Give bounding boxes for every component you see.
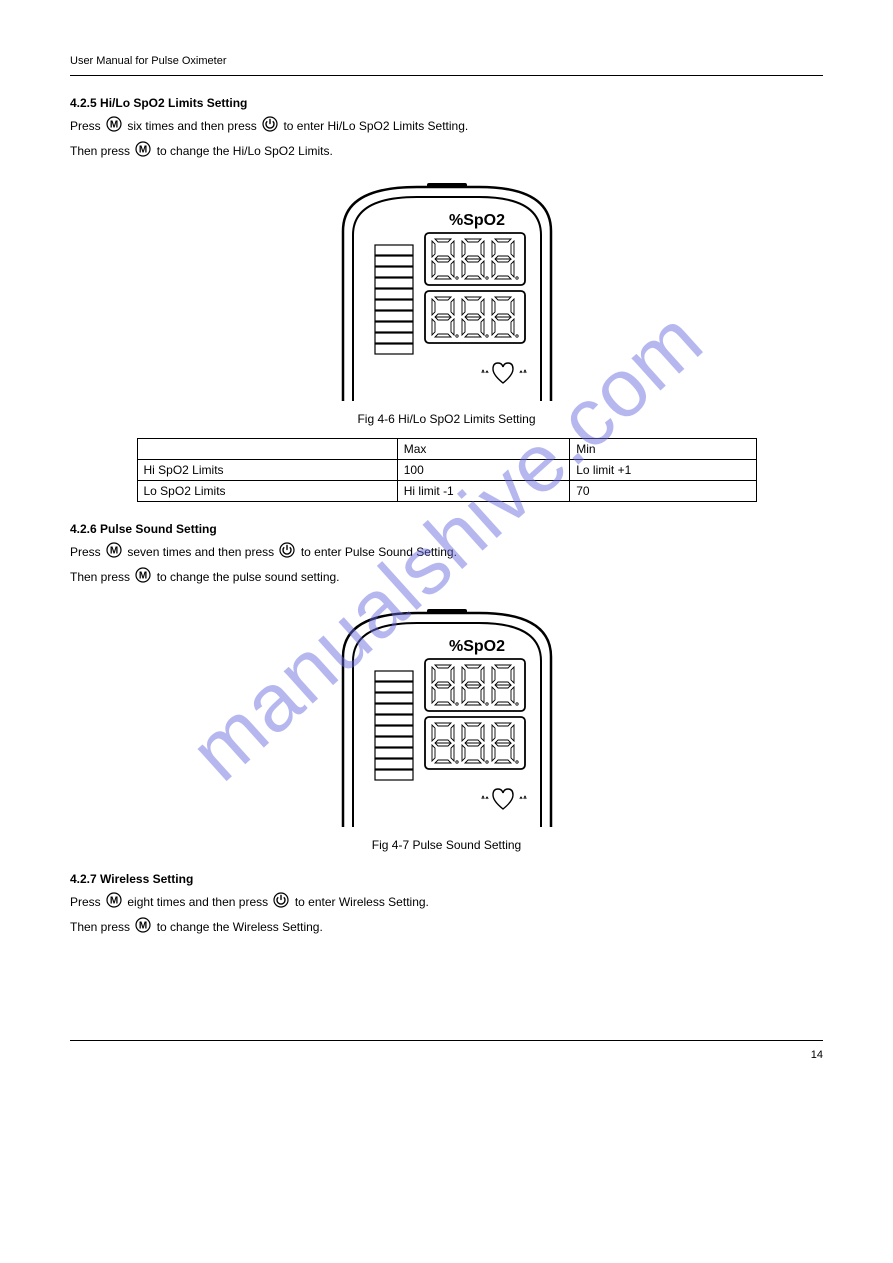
table-cell: 70 xyxy=(570,480,756,501)
seven-seg-row1 xyxy=(432,239,518,279)
heart-pulse-icon xyxy=(482,363,526,383)
m-button-icon: M xyxy=(135,141,151,162)
table-row: Hi SpO2 Limits 100 Lo limit +1 xyxy=(137,459,756,480)
power-button-icon xyxy=(273,892,289,913)
figure-spo2-limits: %SpO2 xyxy=(70,173,823,406)
m-button-icon: M xyxy=(135,917,151,938)
svg-text:M: M xyxy=(110,120,118,131)
text-fragment: Press xyxy=(70,545,101,559)
spo2-para2: Then press M to change the Hi/Lo SpO2 Li… xyxy=(70,141,823,162)
svg-text:M: M xyxy=(110,895,118,906)
text-fragment: Then press xyxy=(70,920,130,934)
header-left: User Manual for Pulse Oximeter xyxy=(70,55,227,67)
text-fragment: eight times and then press xyxy=(127,894,268,908)
section-title-pulse-sound: 4.2.6 Pulse Sound Setting xyxy=(70,522,823,536)
spo2-para1: Press M six times and then press to ente… xyxy=(70,116,823,137)
svg-text:M: M xyxy=(139,145,147,156)
svg-text:M: M xyxy=(139,571,147,582)
table-cell: Hi SpO2 Limits xyxy=(137,459,397,480)
text-fragment: Press xyxy=(70,119,101,133)
wireless-para2: Then press M to change the Wireless Sett… xyxy=(70,917,823,938)
footer-rule xyxy=(70,1040,823,1041)
page-footer: 14 xyxy=(70,1049,823,1061)
section-title-spo2-limits: 4.2.5 Hi/Lo SpO2 Limits Setting xyxy=(70,96,823,110)
section-title-wireless: 4.2.7 Wireless Setting xyxy=(70,872,823,886)
m-button-icon: M xyxy=(106,116,122,137)
page-header: User Manual for Pulse Oximeter xyxy=(70,55,823,67)
text-fragment: Press xyxy=(70,894,101,908)
m-button-icon: M xyxy=(135,567,151,588)
figure-caption-pulse: Fig 4-7 Pulse Sound Setting xyxy=(70,838,823,852)
figure-caption-spo2: Fig 4-6 Hi/Lo SpO2 Limits Setting xyxy=(70,412,823,426)
text-fragment: Then press xyxy=(70,570,130,584)
table-cell: Lo limit +1 xyxy=(570,459,756,480)
power-button-icon xyxy=(279,542,295,563)
text-fragment: seven times and then press xyxy=(127,545,274,559)
figure-pulse-sound: %SpO2 xyxy=(70,599,823,832)
text-fragment: six times and then press xyxy=(127,119,256,133)
table-header-cell: Min xyxy=(570,438,756,459)
m-button-icon: M xyxy=(106,892,122,913)
spo2-limits-table: Max Min Hi SpO2 Limits 100 Lo limit +1 L… xyxy=(137,438,757,502)
svg-text:M: M xyxy=(139,920,147,931)
text-fragment: to enter Wireless Setting. xyxy=(295,894,429,908)
header-rule xyxy=(70,75,823,76)
power-button-icon xyxy=(262,116,278,137)
table-cell: Lo SpO2 Limits xyxy=(137,480,397,501)
seven-seg-row2 xyxy=(432,297,518,337)
pulse-para1: Press M seven times and then press to en… xyxy=(70,542,823,563)
pulse-para2: Then press M to change the pulse sound s… xyxy=(70,567,823,588)
text-fragment: to change the Wireless Setting. xyxy=(157,920,323,934)
text-fragment: to enter Pulse Sound Setting. xyxy=(301,545,457,559)
svg-text:%SpO2: %SpO2 xyxy=(448,638,504,655)
wireless-para1: Press M eight times and then press to en… xyxy=(70,892,823,913)
table-cell: Hi limit -1 xyxy=(397,480,569,501)
bar-graph-icon xyxy=(375,245,413,354)
table-header-cell xyxy=(137,438,397,459)
text-fragment: to enter Hi/Lo SpO2 Limits Setting. xyxy=(283,119,468,133)
text-fragment: to change the Hi/Lo SpO2 Limits. xyxy=(157,144,333,158)
table-header-cell: Max xyxy=(397,438,569,459)
table-cell: 100 xyxy=(397,459,569,480)
text-fragment: Then press xyxy=(70,144,130,158)
m-button-icon: M xyxy=(106,542,122,563)
table-row: Lo SpO2 Limits Hi limit -1 70 xyxy=(137,480,756,501)
footer-right: 14 xyxy=(811,1049,823,1061)
svg-text:M: M xyxy=(110,545,118,556)
table-row: Max Min xyxy=(137,438,756,459)
spo2-label: %SpO2 xyxy=(448,212,504,229)
text-fragment: to change the pulse sound setting. xyxy=(157,570,340,584)
